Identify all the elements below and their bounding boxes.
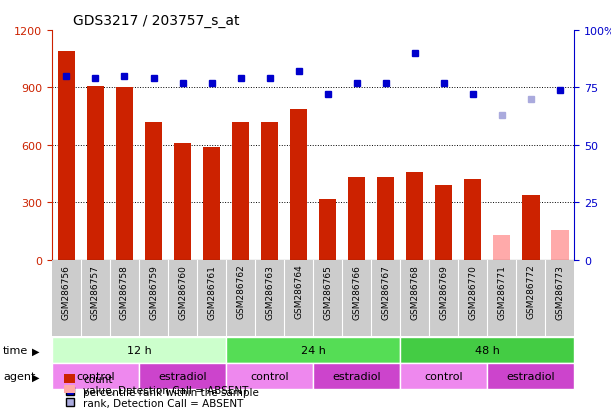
Text: GDS3217 / 203757_s_at: GDS3217 / 203757_s_at — [73, 14, 240, 28]
Bar — [464, 180, 481, 260]
Bar — [87, 86, 104, 260]
Text: GSM286758: GSM286758 — [120, 264, 129, 319]
Text: GSM286763: GSM286763 — [265, 264, 274, 319]
Text: GSM286765: GSM286765 — [323, 264, 332, 319]
Text: GSM286760: GSM286760 — [178, 264, 187, 319]
Text: agent: agent — [3, 371, 35, 382]
Text: GSM286756: GSM286756 — [62, 264, 71, 319]
Bar — [313, 363, 400, 389]
Text: 12 h: 12 h — [126, 345, 152, 356]
Text: GSM286773: GSM286773 — [555, 264, 565, 319]
Bar — [400, 337, 574, 363]
Bar — [522, 195, 540, 260]
Text: 24 h: 24 h — [301, 345, 326, 356]
Text: GSM286768: GSM286768 — [410, 264, 419, 319]
Text: GSM286759: GSM286759 — [149, 264, 158, 319]
Bar — [435, 186, 452, 260]
Text: GSM286757: GSM286757 — [91, 264, 100, 319]
Bar — [52, 337, 226, 363]
Text: GSM286769: GSM286769 — [439, 264, 448, 319]
Bar — [290, 109, 307, 260]
Text: estradiol: estradiol — [158, 371, 207, 382]
Bar — [493, 235, 510, 260]
Bar — [145, 123, 163, 260]
Bar — [261, 123, 279, 260]
Bar — [232, 123, 249, 260]
Bar — [203, 147, 220, 260]
Text: control: control — [251, 371, 289, 382]
Text: ▶: ▶ — [32, 371, 39, 382]
Bar — [488, 363, 574, 389]
Text: estradiol: estradiol — [507, 371, 555, 382]
Legend: count, percentile rank within the sample: count, percentile rank within the sample — [60, 370, 263, 401]
Text: ▶: ▶ — [32, 345, 39, 356]
Text: GSM286761: GSM286761 — [207, 264, 216, 319]
Bar — [139, 363, 226, 389]
Text: control: control — [76, 371, 115, 382]
Bar — [319, 199, 336, 260]
Text: control: control — [425, 371, 463, 382]
Bar — [377, 177, 395, 260]
Bar — [226, 363, 313, 389]
Legend: value, Detection Call = ABSENT, rank, Detection Call = ABSENT: value, Detection Call = ABSENT, rank, De… — [60, 380, 253, 412]
Bar — [226, 337, 400, 363]
Bar — [58, 52, 75, 260]
Text: GSM286770: GSM286770 — [468, 264, 477, 319]
Text: estradiol: estradiol — [332, 371, 381, 382]
Text: GSM286771: GSM286771 — [497, 264, 507, 319]
Text: GSM286762: GSM286762 — [236, 264, 245, 318]
Text: GSM286766: GSM286766 — [352, 264, 361, 319]
Bar — [348, 178, 365, 260]
Text: GSM286764: GSM286764 — [294, 264, 303, 318]
Bar — [406, 172, 423, 260]
Bar — [400, 363, 488, 389]
Text: time: time — [3, 345, 28, 356]
Text: 48 h: 48 h — [475, 345, 500, 356]
Bar — [551, 230, 568, 260]
Bar — [52, 363, 139, 389]
Text: GSM286772: GSM286772 — [526, 264, 535, 318]
Text: GSM286767: GSM286767 — [381, 264, 390, 319]
Bar — [116, 87, 133, 260]
Bar — [174, 144, 191, 260]
